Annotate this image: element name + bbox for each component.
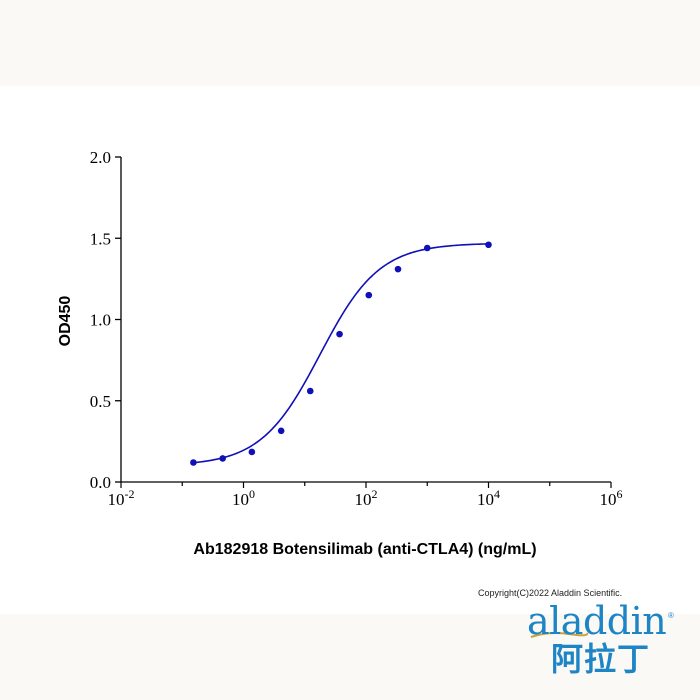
fit-curve-layer: [193, 243, 489, 464]
logo-chinese-wordmark: 阿拉丁: [551, 640, 651, 678]
x-tick-label: 102: [355, 487, 378, 509]
data-point: [248, 448, 256, 456]
data-point: [365, 291, 373, 299]
fit-curve-line: [193, 243, 489, 464]
aladdin-logo: aladdin ® 阿拉丁: [527, 601, 677, 686]
bottom-band: [0, 614, 700, 700]
data-point: [485, 241, 492, 249]
y-tick-label: 1.5: [90, 229, 111, 248]
top-band: [0, 0, 700, 86]
data-point: [336, 330, 343, 338]
y-tick-label: 1.0: [90, 311, 111, 330]
data-point: [277, 427, 285, 435]
x-axis-label: Ab182918 Botensilimab (anti-CTLA4) (ng/m…: [193, 541, 536, 558]
data-point: [306, 387, 314, 395]
y-tick-label: 0.0: [90, 473, 111, 492]
y-tick-label: 2.0: [90, 148, 111, 167]
data-point: [394, 265, 402, 273]
chart-axes: [120, 157, 611, 483]
y-tick-label: 0.5: [90, 392, 111, 411]
logo-registered-mark: ®: [668, 611, 674, 620]
x-tick-label: 106: [600, 487, 623, 509]
chart-ticks: 0.0 0.5 1.0 1.5 2.0 10-2 100 102 104 106: [90, 148, 623, 509]
x-tick-label: 104: [477, 487, 500, 509]
x-tick-label: 10-2: [108, 487, 135, 509]
data-point: [423, 244, 431, 252]
logo-wordmark: aladdin: [527, 599, 667, 643]
y-axis-label: OD450: [57, 296, 74, 347]
data-point: [219, 455, 226, 462]
data-points-layer: [190, 241, 492, 466]
logo-swoosh-icon: [530, 632, 589, 638]
copyright-text: Copyright(C)2022 Aladdin Scientific.: [478, 588, 623, 598]
data-point: [190, 459, 197, 466]
x-tick-label: 100: [232, 487, 255, 509]
